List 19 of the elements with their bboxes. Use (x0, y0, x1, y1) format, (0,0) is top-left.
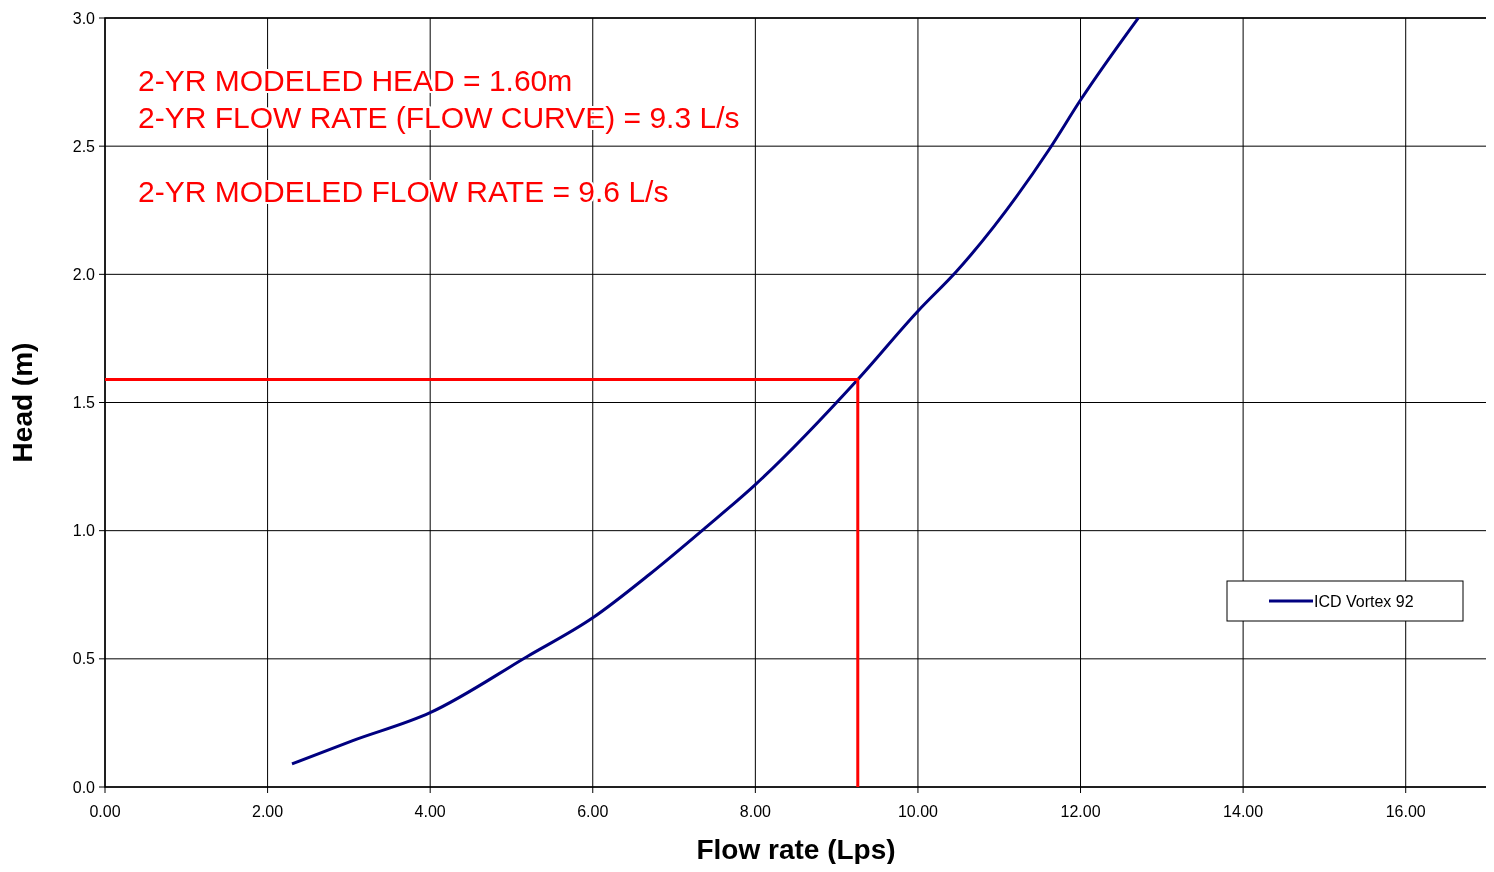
x-tick-label: 14.00 (1223, 803, 1264, 820)
x-tick-label: 12.00 (1060, 803, 1101, 820)
y-tick-label: 0.0 (72, 778, 96, 796)
y-tick-label: 1.0 (72, 522, 96, 540)
x-axis-title: Flow rate (Lps) (696, 834, 896, 865)
x-tick-label: 10.00 (897, 803, 939, 820)
x-tick-label: 16.00 (1385, 803, 1426, 820)
y-tick-label: 3.0 (72, 9, 96, 27)
legend-label: ICD Vortex 92 (1314, 592, 1414, 610)
x-tick-label: 6.00 (577, 803, 609, 820)
x-tick-label: 2.00 (252, 803, 284, 820)
y-tick-label: 2.0 (72, 265, 96, 283)
x-tick-label: 4.00 (414, 803, 446, 820)
y-axis-title: Head (m) (7, 342, 38, 463)
y-tick-label: 1.5 (72, 394, 96, 412)
x-tick-label: 8.00 (739, 803, 772, 820)
y-tick-label: 2.5 (72, 137, 96, 155)
x-tick-label: 0.00 (89, 803, 121, 820)
y-tick-label: 0.5 (72, 650, 96, 668)
